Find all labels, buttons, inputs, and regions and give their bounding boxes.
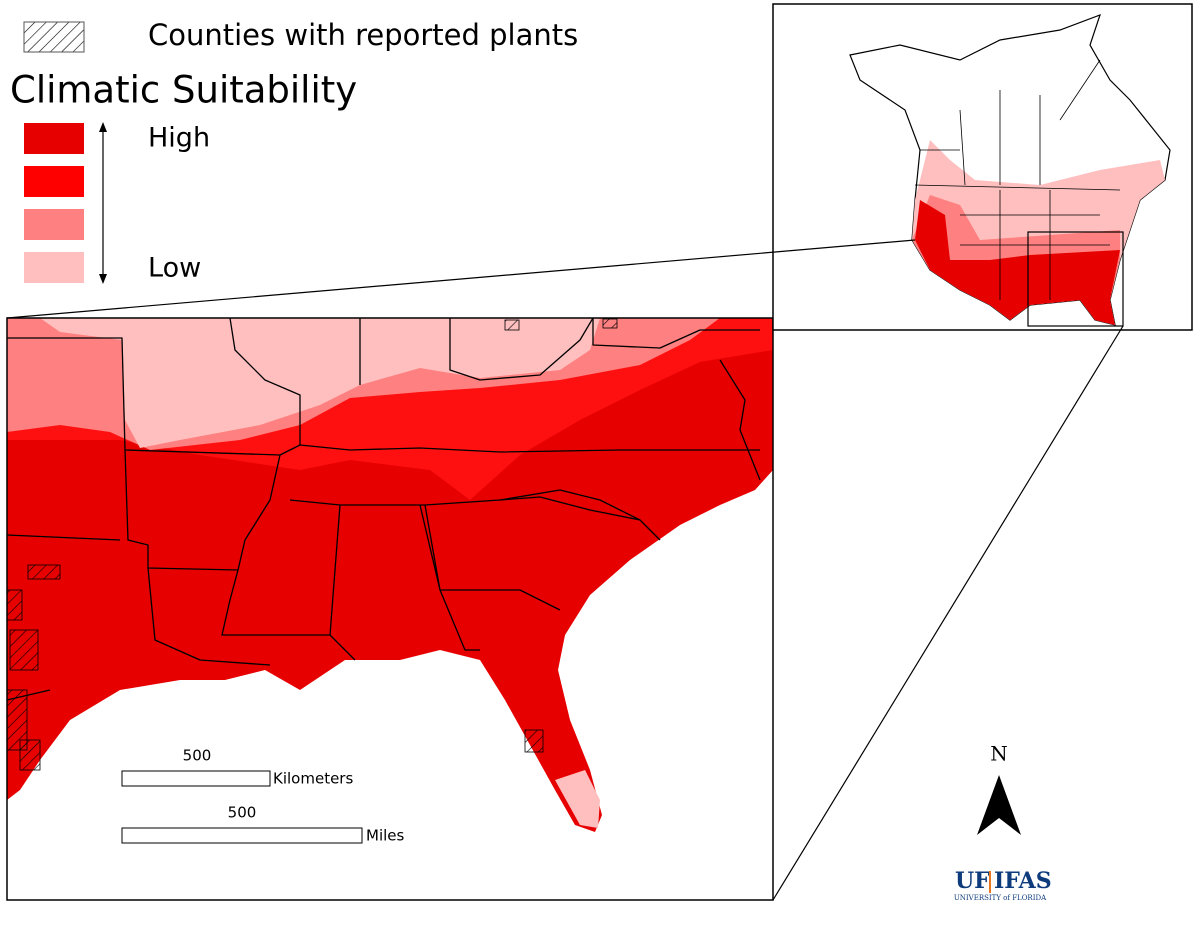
scale-distance: 500: [228, 804, 257, 822]
legend: Counties with reported plants Climatic S…: [10, 18, 578, 284]
north-arrow: N: [977, 742, 1021, 835]
zoom-line: [6, 239, 916, 319]
legend-title: Climatic Suitability: [10, 69, 357, 112]
scale-unit: Miles: [366, 827, 405, 845]
swatch: [24, 123, 84, 154]
logo-ifas: IFAS: [994, 868, 1052, 894]
scale-bar: [121, 827, 363, 844]
logo-university: UNIVERSITY of FLORIDA: [954, 894, 1047, 902]
inset-borders: [914, 59, 1121, 300]
low-suitability: [40, 318, 600, 448]
hatch-swatch: [23, 21, 85, 53]
scale-unit: Kilometers: [273, 770, 353, 788]
logo-uf: UF: [955, 868, 990, 894]
inset-extent: [1027, 231, 1124, 327]
state-borders: [7, 318, 761, 701]
main-map: [7, 318, 773, 900]
inset-frame: [772, 3, 1193, 331]
swatch: [24, 209, 84, 240]
main-map-frame: [6, 317, 774, 901]
reported-counties: [7, 318, 618, 771]
high-label: High: [148, 123, 210, 154]
logo: UF IFAS UNIVERSITY of FLORIDA: [954, 868, 1052, 902]
hatch-label: Counties with reported plants: [148, 18, 578, 52]
swatch: [24, 252, 84, 283]
scale-distance: 500: [183, 747, 212, 765]
scale-bar: [121, 770, 271, 787]
low-suitability: [555, 770, 600, 828]
north-symbol: [977, 775, 1021, 835]
scale-bars: 500 Kilometers 500 Miles: [121, 747, 405, 845]
high-suitability: [915, 200, 1120, 325]
inset-map: [773, 4, 1192, 330]
north-label: N: [990, 742, 1008, 766]
zoom-line: [772, 325, 1124, 901]
swatch: [24, 166, 84, 197]
low-label: Low: [148, 253, 201, 284]
